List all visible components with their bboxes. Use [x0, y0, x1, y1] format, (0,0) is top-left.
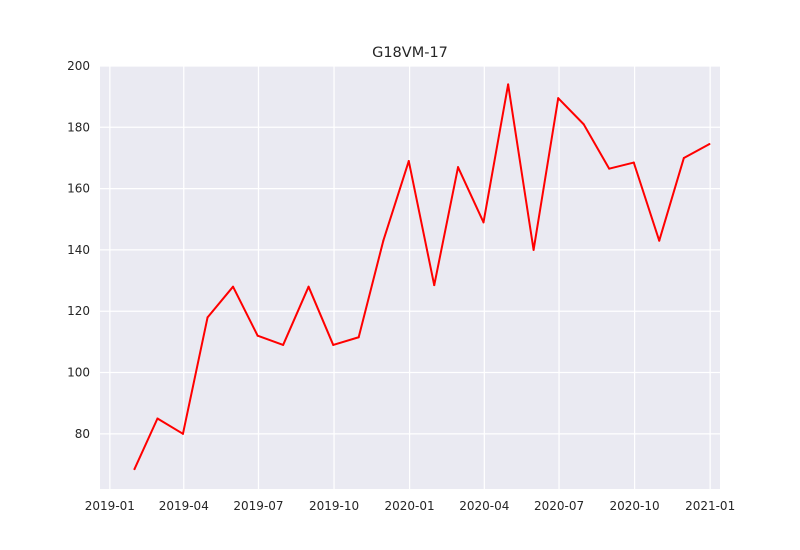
y-tick-label: 100	[67, 366, 90, 380]
data-point	[332, 343, 335, 346]
y-tick-label: 160	[67, 182, 90, 196]
data-point	[658, 239, 661, 242]
y-tick-labels: 80 100 120 140 160 180 200	[67, 59, 90, 441]
data-point	[433, 284, 436, 287]
x-tick-label: 2019-04	[159, 499, 209, 513]
x-tick-label: 2020-04	[459, 499, 509, 513]
chart-title: G18VM-17	[372, 45, 448, 61]
x-tick-label: 2019-01	[85, 499, 135, 513]
x-tick-label: 2020-10	[610, 499, 660, 513]
y-gridlines	[100, 65, 720, 435]
y-tick-label: 120	[67, 304, 90, 318]
data-point	[382, 239, 385, 242]
x-tick-labels: 2019-01 2019-04 2019-07 2019-10 2020-01 2020-…	[85, 499, 735, 513]
data-point	[282, 343, 285, 346]
data-point	[582, 123, 585, 126]
data-point	[507, 83, 510, 86]
y-tick-label: 140	[67, 243, 90, 257]
x-gridlines	[109, 66, 711, 489]
data-point	[256, 334, 259, 337]
data-point	[232, 285, 235, 288]
data-point	[156, 417, 159, 420]
data-point	[632, 161, 635, 164]
data-point	[682, 156, 685, 159]
data-point	[307, 285, 310, 288]
y-tick-label: 180	[67, 120, 90, 134]
data-point	[557, 97, 560, 100]
data-point	[608, 167, 611, 170]
x-tick-label: 2020-01	[385, 499, 435, 513]
data-point	[708, 143, 711, 146]
y-tick-label: 200	[67, 59, 90, 73]
data-point	[482, 221, 485, 224]
data-point	[532, 248, 535, 251]
x-tick-label: 2020-07	[534, 499, 584, 513]
series-layer	[133, 83, 711, 471]
x-tick-label: 2019-10	[309, 499, 359, 513]
data-point	[133, 468, 136, 471]
series-line	[133, 83, 711, 471]
x-tick-label: 2021-01	[685, 499, 735, 513]
y-tick-label: 80	[75, 427, 90, 441]
x-tick-label: 2019-07	[233, 499, 283, 513]
data-point	[357, 336, 360, 339]
data-point	[181, 432, 184, 435]
data-point	[206, 316, 209, 319]
data-point	[407, 160, 410, 163]
data-point	[457, 166, 460, 169]
